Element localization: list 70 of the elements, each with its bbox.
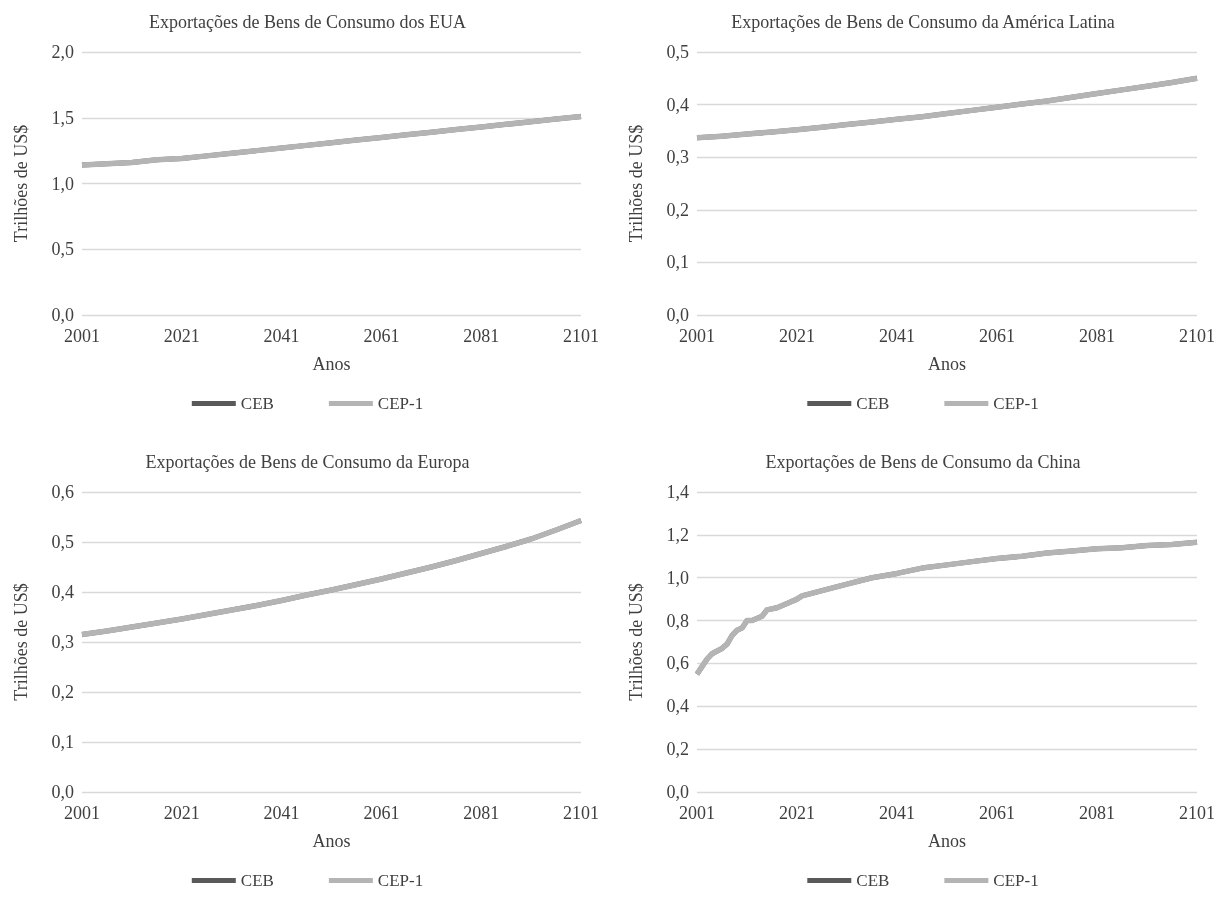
x-tick-label: 2041: [879, 326, 915, 346]
legend-label: CEB: [856, 394, 890, 413]
x-tick-label: 2101: [1179, 326, 1215, 346]
x-tick-label: 2081: [1079, 326, 1115, 346]
x-tick-label: 2001: [679, 803, 715, 823]
y-axis-title: Trilhões de US$: [11, 583, 31, 701]
y-tick-label: 2,0: [51, 42, 74, 62]
y-tick-label: 1,0: [666, 567, 689, 588]
y-tick-label: 0,0: [666, 782, 689, 802]
legend-label: CEP-1: [377, 871, 424, 890]
y-tick-label: 1,0: [51, 173, 74, 194]
y-tick-label: 0,6: [666, 653, 689, 674]
x-tick-label: 2021: [779, 803, 815, 823]
x-tick-label: 2001: [64, 326, 100, 346]
y-tick-label: 0,4: [666, 94, 689, 115]
chart-title: Exportações de Bens de Consumo da Europa: [145, 452, 470, 472]
y-axis-title: Trilhões de US$: [11, 124, 31, 243]
y-tick-label: 0,2: [51, 682, 74, 702]
x-tick-label: 2081: [463, 803, 500, 823]
y-tick-label: 0,6: [51, 482, 74, 502]
y-tick-label: 0,5: [666, 42, 689, 62]
x-tick-label: 2001: [679, 326, 715, 346]
chart-title: Exportações de Bens de Consumo da América Latina: [731, 12, 1115, 32]
legend-label: CEB: [240, 394, 274, 413]
y-axis-title: Trilhões de US$: [626, 124, 646, 243]
x-axis-title: Anos: [927, 354, 967, 374]
legend-label: CEP-1: [377, 394, 424, 413]
y-tick-label: 0,3: [666, 147, 689, 168]
x-tick-label: 2101: [563, 326, 599, 346]
chart-title: Exportações de Bens de Consumo dos EUA: [149, 12, 466, 32]
x-tick-label: 2101: [1179, 803, 1215, 823]
y-tick-label: 1,5: [51, 107, 74, 128]
x-tick-label: 2061: [979, 326, 1015, 346]
x-tick-label: 2021: [163, 326, 200, 346]
x-tick-label: 2061: [979, 803, 1015, 823]
x-tick-label: 2041: [879, 803, 915, 823]
x-tick-label: 2061: [363, 326, 400, 346]
y-tick-label: 0,8: [666, 610, 689, 631]
y-tick-label: 0,5: [51, 532, 74, 552]
x-tick-label: 2081: [463, 326, 500, 346]
x-tick-label: 2021: [779, 326, 815, 346]
y-tick-label: 0,2: [666, 739, 689, 760]
y-axis-title: Trilhões de US$: [626, 583, 646, 701]
legend-label: CEP-1: [993, 871, 1039, 890]
legend-label: CEB: [856, 871, 890, 890]
x-tick-label: 2081: [1079, 803, 1115, 823]
x-tick-label: 2001: [64, 803, 100, 823]
x-tick-label: 2061: [363, 803, 400, 823]
x-axis-title: Anos: [312, 831, 351, 851]
y-tick-label: 0,1: [666, 252, 689, 273]
x-tick-label: 2041: [263, 803, 300, 823]
y-tick-label: 0,0: [666, 305, 689, 325]
y-tick-label: 0,2: [666, 199, 689, 220]
x-tick-label: 2041: [263, 326, 300, 346]
y-tick-label: 0,0: [51, 305, 74, 325]
x-tick-label: 2101: [563, 803, 599, 823]
y-tick-label: 0,0: [51, 782, 74, 802]
chart-title: Exportações de Bens de Consumo da China: [765, 452, 1081, 472]
legend-label: CEP-1: [993, 394, 1039, 413]
y-tick-label: 0,3: [51, 632, 74, 652]
x-axis-title: Anos: [312, 354, 351, 374]
y-tick-label: 0,4: [666, 696, 689, 717]
y-tick-label: 1,2: [666, 524, 689, 545]
legend-label: CEB: [240, 871, 274, 890]
y-tick-label: 0,4: [51, 582, 74, 602]
y-tick-label: 0,5: [51, 239, 74, 260]
x-tick-label: 2021: [163, 803, 200, 823]
x-axis-title: Anos: [927, 831, 967, 851]
y-tick-label: 1,4: [666, 482, 689, 502]
y-tick-label: 0,1: [51, 732, 74, 752]
